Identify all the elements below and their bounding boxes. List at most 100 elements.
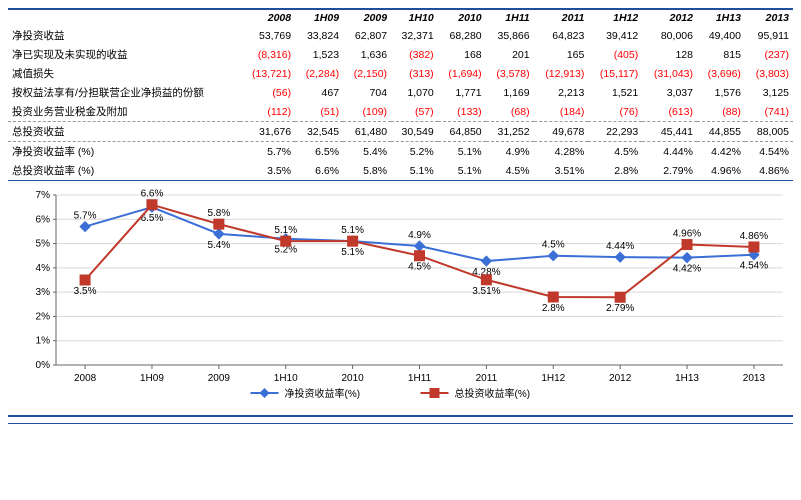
cell: 95,911 <box>745 26 793 45</box>
cell: (237) <box>745 45 793 64</box>
cell: 165 <box>534 45 589 64</box>
cell: 2,213 <box>534 83 589 102</box>
cell: (184) <box>534 102 589 122</box>
svg-text:5.4%: 5.4% <box>207 240 230 251</box>
svg-text:2008: 2008 <box>74 373 97 384</box>
cell: (68) <box>486 102 534 122</box>
cell: 32,545 <box>295 122 343 142</box>
cell: (382) <box>391 45 438 64</box>
svg-text:1H11: 1H11 <box>408 373 432 384</box>
cell: 80,006 <box>642 26 697 45</box>
cell: 1,521 <box>588 83 642 102</box>
cell: 5.1% <box>438 142 486 162</box>
cell: 35,866 <box>486 26 534 45</box>
cell: (88) <box>697 102 745 122</box>
col-header: 1H10 <box>391 10 438 26</box>
col-header: 1H12 <box>588 10 642 26</box>
svg-text:6%: 6% <box>36 214 51 225</box>
cell: 49,678 <box>534 122 589 142</box>
svg-text:4.96%: 4.96% <box>673 229 701 240</box>
cell: (112) <box>240 102 295 122</box>
svg-text:4%: 4% <box>36 263 51 274</box>
cell: (1,694) <box>438 64 486 83</box>
svg-text:净投资收益率(%): 净投资收益率(%) <box>285 387 361 400</box>
cell: 1,576 <box>697 83 745 102</box>
svg-text:0%: 0% <box>36 360 51 371</box>
svg-text:4.54%: 4.54% <box>740 261 768 272</box>
svg-text:2009: 2009 <box>208 373 231 384</box>
svg-text:2.8%: 2.8% <box>542 303 565 314</box>
col-header: 2012 <box>642 10 697 26</box>
cell: 704 <box>343 83 391 102</box>
cell: 1,523 <box>295 45 343 64</box>
cell: 49,400 <box>697 26 745 45</box>
cell: 4.28% <box>534 142 589 162</box>
cell: (313) <box>391 64 438 83</box>
col-header: 2008 <box>240 10 295 26</box>
cell: 1,636 <box>343 45 391 64</box>
svg-text:4.42%: 4.42% <box>673 264 701 275</box>
cell: 4.42% <box>697 142 745 162</box>
svg-text:5.1%: 5.1% <box>274 225 297 236</box>
col-header: 1H13 <box>697 10 745 26</box>
cell: 4.9% <box>486 142 534 162</box>
cell: 1,070 <box>391 83 438 102</box>
cell: 31,252 <box>486 122 534 142</box>
cell: (109) <box>343 102 391 122</box>
cell: (13,721) <box>240 64 295 83</box>
cell: (2,150) <box>343 64 391 83</box>
cell: 168 <box>438 45 486 64</box>
cell: (3,803) <box>745 64 793 83</box>
cell: 1,771 <box>438 83 486 102</box>
cell: (3,578) <box>486 64 534 83</box>
chart-container: 0%1%2%3%4%5%6%7%20081H0920091H1020101H11… <box>8 185 793 405</box>
cell: 3,037 <box>642 83 697 102</box>
cell: 33,824 <box>295 26 343 45</box>
svg-text:1%: 1% <box>36 336 51 347</box>
cell: 68,280 <box>438 26 486 45</box>
svg-text:4.86%: 4.86% <box>740 231 768 242</box>
svg-text:总投资收益率(%): 总投资收益率(%) <box>455 387 531 400</box>
cell: 31,676 <box>240 122 295 142</box>
cell: 5.2% <box>391 142 438 162</box>
cell: 6.6% <box>295 161 343 180</box>
cell: (2,284) <box>295 64 343 83</box>
cell: 1,169 <box>486 83 534 102</box>
cell: (3,696) <box>697 64 745 83</box>
cell: (741) <box>745 102 793 122</box>
cell: 6.5% <box>295 142 343 162</box>
row-label: 投资业务营业税金及附加 <box>8 102 240 122</box>
col-header: 2011 <box>534 10 589 26</box>
cell: 4.54% <box>745 142 793 162</box>
svg-text:2%: 2% <box>36 311 51 322</box>
cell: 4.96% <box>697 161 745 180</box>
cell: 61,480 <box>343 122 391 142</box>
cell: 53,769 <box>240 26 295 45</box>
cell: (12,913) <box>534 64 589 83</box>
svg-text:5%: 5% <box>36 239 51 250</box>
svg-text:4.9%: 4.9% <box>408 230 431 241</box>
row-label-header <box>8 10 240 26</box>
cell: 45,441 <box>642 122 697 142</box>
cell: 467 <box>295 83 343 102</box>
line-chart: 0%1%2%3%4%5%6%7%20081H0920091H1020101H11… <box>8 185 793 405</box>
row-label: 净投资收益率 (%) <box>8 142 240 162</box>
cell: 3.51% <box>534 161 589 180</box>
svg-text:4.44%: 4.44% <box>606 241 634 252</box>
cell: (405) <box>588 45 642 64</box>
svg-text:4.5%: 4.5% <box>408 262 431 273</box>
row-label: 净投资收益 <box>8 26 240 45</box>
cell: 39,412 <box>588 26 642 45</box>
col-header: 2009 <box>343 10 391 26</box>
svg-text:3.5%: 3.5% <box>74 286 97 297</box>
cell: 4.5% <box>588 142 642 162</box>
svg-text:1H10: 1H10 <box>274 373 298 384</box>
row-label: 按权益法享有/分担联营企业净损益的份额 <box>8 83 240 102</box>
cell: 3.5% <box>240 161 295 180</box>
cell: 5.1% <box>438 161 486 180</box>
row-label: 总投资收益率 (%) <box>8 161 240 180</box>
row-label: 总投资收益 <box>8 122 240 142</box>
svg-text:5.1%: 5.1% <box>341 225 364 236</box>
cell: (76) <box>588 102 642 122</box>
cell: (31,043) <box>642 64 697 83</box>
